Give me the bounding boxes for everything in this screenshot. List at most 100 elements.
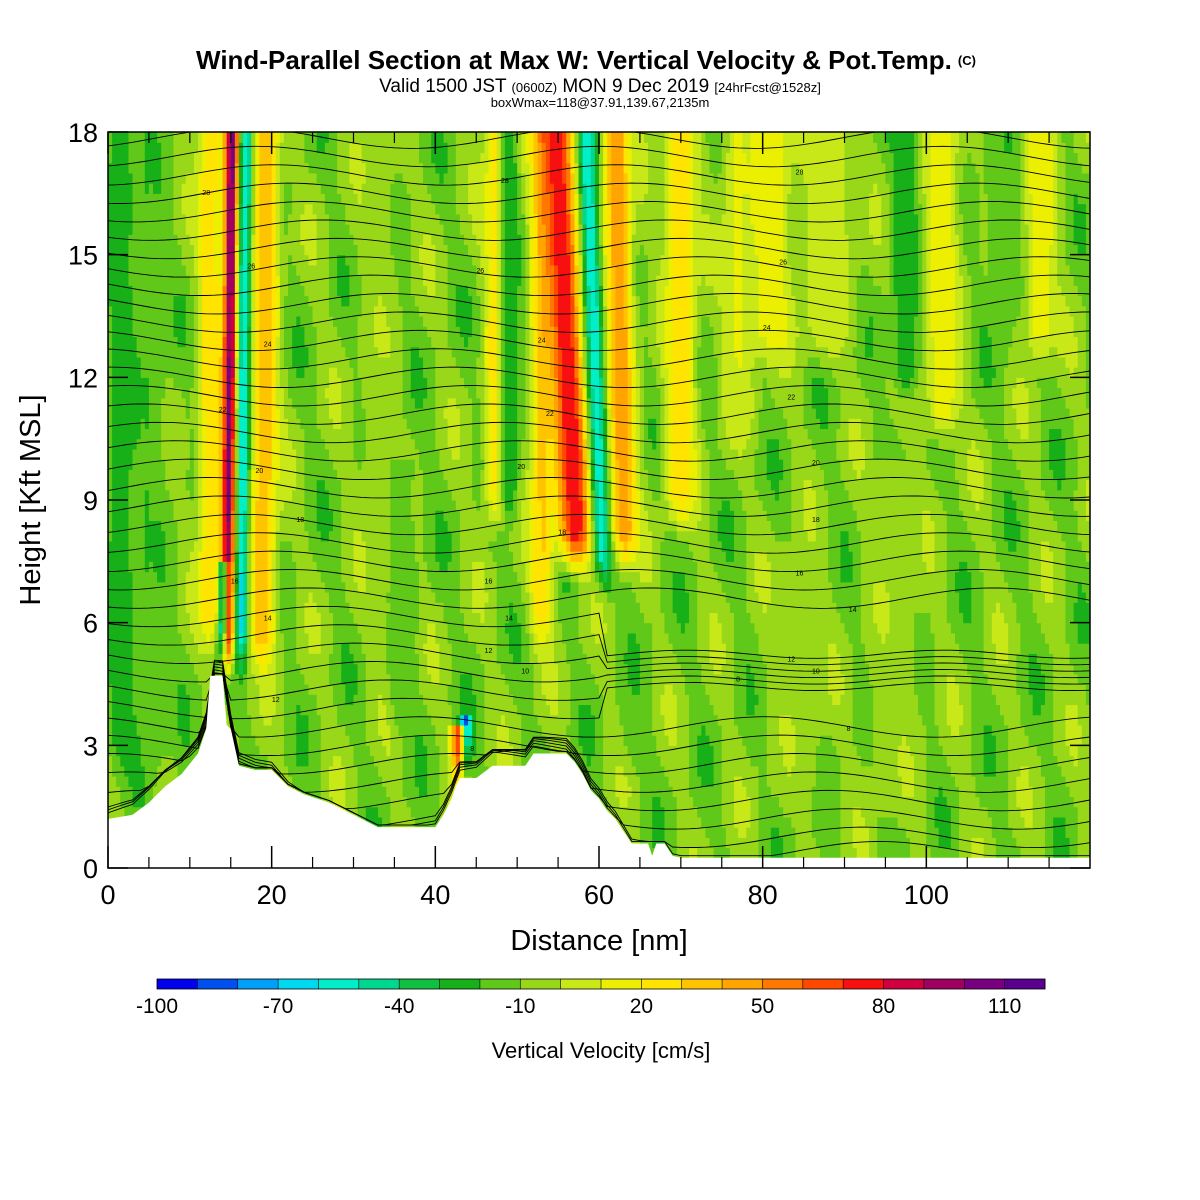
- w-cell: [353, 448, 359, 460]
- w-cell: [345, 704, 351, 716]
- w-cell: [353, 305, 359, 317]
- w-cell: [128, 612, 134, 624]
- w-cell: [337, 408, 342, 419]
- w-cell: [214, 305, 220, 317]
- w-cell: [345, 643, 351, 654]
- w-cell: [337, 551, 342, 562]
- w-cell: [283, 745, 289, 757]
- w-cell: [230, 408, 236, 419]
- w-cell: [337, 142, 342, 154]
- w-cell: [312, 694, 318, 706]
- w-cell: [267, 234, 273, 246]
- chart-subtitle: Valid 1500 JST (0600Z) MON 9 Dec 2019 [2…: [379, 76, 821, 97]
- w-cell: [112, 275, 117, 286]
- w-cell: [185, 285, 191, 297]
- w-cell: [136, 448, 142, 460]
- w-cell: [124, 459, 130, 470]
- w-cell: [120, 336, 125, 348]
- w-cell: [120, 316, 125, 327]
- w-cell: [181, 469, 187, 481]
- w-cell: [259, 540, 265, 552]
- w-cell: [300, 418, 305, 430]
- w-cell: [108, 295, 113, 307]
- w-cell: [255, 356, 260, 368]
- w-cell: [296, 694, 301, 706]
- w-cell: [324, 735, 330, 746]
- w-cell: [304, 520, 310, 532]
- w-cell: [373, 152, 379, 164]
- w-cell: [148, 704, 154, 716]
- w-cell: [279, 305, 285, 317]
- w-cell: [263, 551, 269, 562]
- w-cell: [140, 336, 146, 348]
- w-cell: [263, 316, 269, 327]
- w-cell: [214, 316, 220, 327]
- w-cell: [247, 632, 252, 644]
- w-cell: [328, 704, 334, 716]
- w-cell: [308, 612, 314, 624]
- w-cell: [210, 224, 215, 235]
- w-cell: [365, 540, 371, 552]
- w-cell: [218, 510, 224, 522]
- w-cell: [382, 254, 387, 266]
- w-cell: [275, 172, 281, 184]
- w-cell: [259, 356, 265, 368]
- w-cell: [353, 735, 359, 746]
- w-cell: [218, 551, 224, 562]
- w-cell: [308, 714, 314, 726]
- w-cell: [300, 224, 305, 235]
- w-cell: [369, 724, 375, 736]
- w-cell: [300, 183, 305, 194]
- w-cell: [169, 663, 175, 675]
- w-cell: [218, 224, 224, 235]
- w-cell: [153, 254, 158, 266]
- w-cell: [243, 438, 248, 450]
- w-cell: [140, 377, 146, 389]
- w-cell: [181, 316, 187, 327]
- w-cell: [271, 500, 277, 511]
- w-cell: [234, 530, 240, 542]
- w-cell: [378, 643, 383, 654]
- w-cell: [185, 714, 191, 726]
- w-cell: [148, 643, 154, 654]
- w-cell: [300, 653, 305, 665]
- w-cell: [365, 132, 371, 143]
- w-cell: [247, 540, 252, 552]
- w-cell: [365, 581, 371, 593]
- w-cell: [308, 489, 314, 501]
- w-cell: [157, 244, 162, 256]
- w-cell: [198, 346, 203, 358]
- w-cell: [300, 622, 305, 634]
- w-cell: [185, 397, 191, 409]
- w-cell: [226, 213, 232, 225]
- w-cell: [275, 612, 281, 624]
- w-cell: [283, 622, 289, 634]
- w-cell: [120, 765, 125, 777]
- w-cell: [296, 244, 301, 256]
- w-cell: [185, 183, 191, 194]
- w-cell: [275, 438, 281, 450]
- w-cell: [116, 520, 121, 532]
- w-cell: [369, 755, 375, 767]
- w-cell: [214, 264, 220, 276]
- w-cell: [312, 285, 318, 297]
- w-cell: [120, 142, 125, 154]
- w-cell: [275, 653, 281, 665]
- w-cell: [230, 663, 236, 675]
- w-cell: [230, 203, 236, 215]
- w-cell: [165, 213, 170, 225]
- w-cell: [324, 203, 330, 215]
- w-cell: [140, 622, 146, 634]
- w-cell: [365, 602, 371, 614]
- w-cell: [316, 193, 322, 205]
- w-cell: [271, 254, 277, 266]
- w-cell: [251, 571, 256, 583]
- w-cell: [341, 765, 346, 777]
- w-cell: [148, 285, 154, 297]
- w-cell: [341, 755, 346, 767]
- w-cell: [296, 448, 301, 460]
- w-cell: [230, 714, 236, 726]
- w-cell: [132, 408, 138, 419]
- w-cell: [234, 489, 240, 501]
- w-cell: [271, 152, 277, 164]
